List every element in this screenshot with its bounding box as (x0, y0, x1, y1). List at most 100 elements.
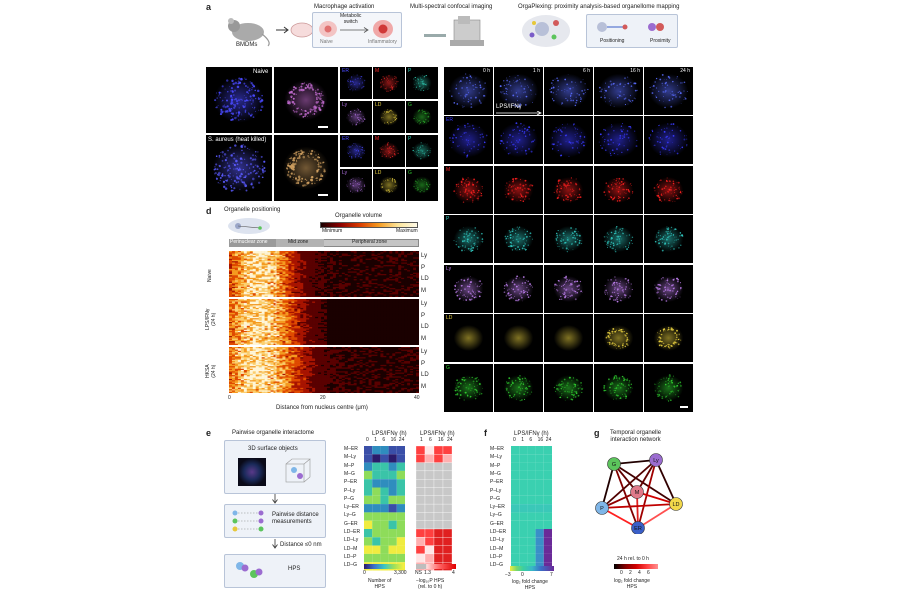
fold-change-cell (511, 479, 520, 488)
time-micrograph (644, 116, 693, 164)
pvalue-cell (433, 528, 444, 538)
time-tick: 16 (537, 437, 544, 443)
hps-count-cell (372, 537, 381, 546)
peripheral-zone-label: Peripheral zone (352, 239, 388, 245)
step-distance-label: Pairwise distance measurements (272, 512, 319, 525)
time-tick: 1 (374, 437, 377, 443)
time-micrograph: LD (444, 314, 493, 362)
g-legend-title: 24 h rel. to 0 h (617, 556, 649, 562)
hps-count-cell (388, 479, 397, 488)
f-cb-tick-neg3: −3 (505, 572, 511, 578)
pair-label: M–Ly (344, 454, 357, 461)
pvalue-cell (433, 553, 444, 563)
time-micrograph (644, 265, 693, 313)
time-micrograph: 6 h (544, 67, 593, 115)
time-micrograph: 1 h (494, 67, 543, 115)
naive-cell-icon (319, 21, 337, 37)
time-tick: 1 (521, 437, 524, 443)
pvalue-cell (442, 545, 453, 555)
positioning-icon (597, 22, 628, 32)
time-micrograph: P (444, 215, 493, 263)
fold-change-cell (527, 446, 536, 455)
fold-change-cell (535, 462, 544, 471)
fold-change-cell (543, 470, 552, 480)
hps-count-cell (396, 529, 405, 538)
volume-max-label: Maximum (396, 228, 418, 234)
pvalue-cell (424, 520, 435, 530)
e-heatmap-title: LPS/IFNγ (h) (372, 431, 407, 437)
fold-change-cell (519, 537, 528, 546)
pvalue-cell (433, 479, 444, 488)
fold-change-cell (543, 553, 552, 563)
pvalue-cell (415, 553, 426, 563)
time-micrograph: 0 h (444, 67, 493, 115)
hps-count-cell (364, 537, 373, 546)
naive-label: Naive (320, 39, 333, 45)
fold-change-cell (543, 529, 552, 538)
network-node-label: G (612, 462, 616, 468)
cb2-tick-ns: NS (415, 570, 422, 576)
pvalue-cell (415, 479, 426, 488)
time-micrograph (544, 364, 593, 412)
pair-label: LD–Ly (490, 537, 505, 544)
hps-count-cell (372, 529, 381, 538)
hps-count-cell (388, 529, 397, 538)
pvalue-cell (424, 512, 435, 521)
pair-label: P–ER (344, 479, 358, 486)
pair-label: LD–M (344, 545, 358, 552)
network-edge (655, 459, 677, 505)
channel-label: M (375, 136, 380, 142)
pvalue-cell (415, 445, 426, 455)
fold-change-cell (519, 553, 528, 563)
pvalue-cell (415, 462, 426, 472)
hps-count-cell (364, 520, 373, 529)
pvalue-cell (415, 503, 426, 513)
fold-change-cell (527, 512, 536, 521)
hps-count-cell (372, 553, 381, 563)
network-node (607, 457, 621, 471)
pair-label: M–G (490, 470, 501, 477)
pvalue-cell (424, 487, 435, 496)
pair-label: Ly–G (344, 512, 356, 519)
d-xtick-20: 20 (320, 395, 326, 401)
pvalue-cell (433, 454, 444, 463)
hps-count-cell (364, 446, 373, 455)
time-tick: 0 (513, 437, 516, 443)
hps-count-cell (388, 504, 397, 513)
pair-label: LD–P (344, 553, 357, 560)
fold-change-cell (535, 454, 544, 463)
pvalue-cell (433, 495, 444, 505)
pvalue-cell (424, 545, 435, 555)
fold-change-cell (527, 529, 536, 538)
fold-change-cell (535, 504, 544, 513)
positioning-heatmap (229, 299, 419, 345)
cb2-label: −log₁₀P HPS (rel. to 0 h) (416, 578, 445, 590)
channel-micrograph: LD (373, 101, 405, 133)
hps-count-cell (388, 553, 397, 563)
pair-label: P–ER (490, 479, 504, 486)
fold-change-cell (543, 545, 552, 554)
time-tick: 16 (390, 437, 397, 443)
hps-count-cell (380, 529, 389, 538)
fold-change-cell (511, 504, 520, 513)
hps-count-cell (396, 495, 405, 505)
network-node-label: M (635, 490, 640, 496)
network-edge (613, 463, 677, 505)
fold-change-cell (535, 529, 544, 538)
pvalue-cell (433, 487, 444, 496)
channel-micrograph: LD (373, 169, 405, 201)
channel-label: P (408, 68, 412, 74)
cb1-label: Number of HPS (368, 578, 392, 590)
channel-micrograph: ER (340, 67, 372, 99)
fold-change-cell (527, 504, 536, 513)
time-micrograph: 24 h (644, 67, 693, 115)
step-hps-box (224, 554, 326, 588)
time-micrograph (644, 166, 693, 214)
timepoint-label: 1 h (533, 68, 540, 74)
fold-change-cell (535, 495, 544, 505)
micrograph-saureus-merge2 (274, 135, 338, 201)
fold-change-cell (519, 462, 528, 471)
pair-label: LD–ER (344, 529, 361, 535)
hps-count-cell (372, 495, 381, 505)
channel-label: P (408, 136, 412, 142)
